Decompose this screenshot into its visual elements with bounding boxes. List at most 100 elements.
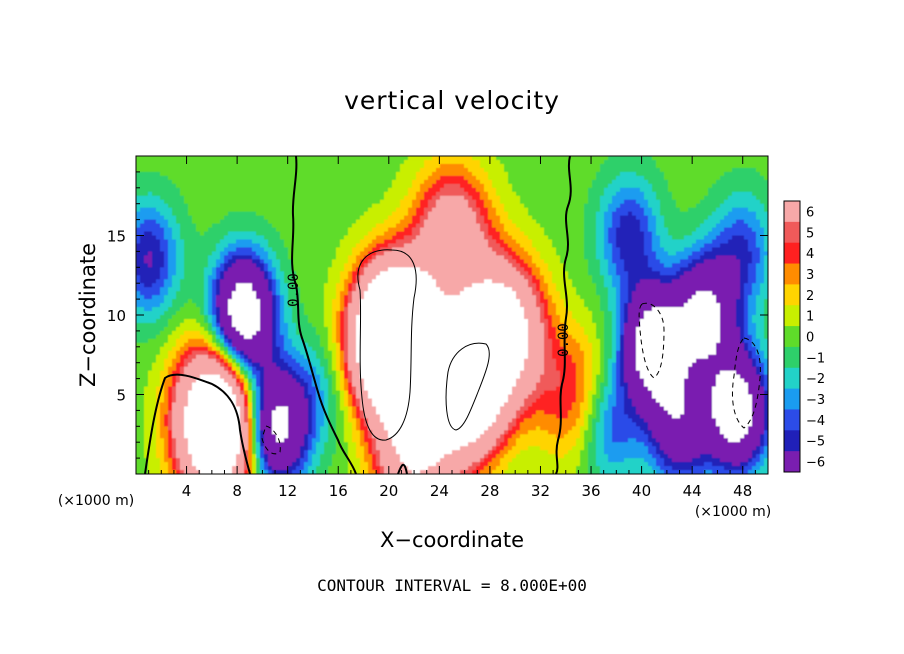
field-cell xyxy=(228,430,233,435)
field-cell xyxy=(208,470,213,474)
field-cell xyxy=(384,263,389,268)
field-cell xyxy=(168,410,173,415)
field-cell xyxy=(148,307,153,312)
field-cell xyxy=(336,275,341,280)
field-cell xyxy=(200,370,205,376)
field-cell xyxy=(188,287,193,292)
field-cell xyxy=(228,191,233,197)
field-cell xyxy=(340,386,345,392)
field-cell xyxy=(164,235,169,241)
field-cell xyxy=(256,295,261,300)
field-cell xyxy=(360,171,365,177)
field-cell xyxy=(260,390,265,396)
field-cell xyxy=(272,215,277,221)
field-cell xyxy=(252,398,257,404)
field-cell xyxy=(224,287,229,292)
field-cell xyxy=(368,446,373,451)
field-cell xyxy=(344,211,349,217)
field-cell xyxy=(276,378,281,384)
field-cell xyxy=(240,462,245,467)
field-cell xyxy=(160,243,165,249)
field-cell xyxy=(296,195,301,201)
field-cell xyxy=(348,450,353,455)
field-cell xyxy=(152,303,157,308)
field-cell xyxy=(312,271,317,276)
field-cell xyxy=(148,187,153,193)
field-cell xyxy=(272,223,277,229)
field-cell xyxy=(292,267,297,272)
field-cell xyxy=(252,179,257,185)
field-cell xyxy=(336,175,341,181)
field-cell xyxy=(308,219,313,225)
field-cell xyxy=(176,275,181,280)
field-cell xyxy=(332,219,337,225)
field-cell xyxy=(192,426,197,431)
field-cell xyxy=(188,271,193,276)
field-cell xyxy=(156,239,161,245)
field-cell xyxy=(244,450,249,455)
field-cell xyxy=(312,251,317,256)
field-cell xyxy=(288,318,293,324)
field-cell xyxy=(288,390,293,396)
field-cell xyxy=(352,227,357,233)
field-cell xyxy=(292,239,297,245)
field-cell xyxy=(280,466,285,471)
field-cell xyxy=(348,163,353,169)
field-cell xyxy=(192,267,197,272)
field-cell xyxy=(364,259,369,264)
field-cell xyxy=(268,366,273,372)
field-cell xyxy=(324,390,329,396)
field-cell xyxy=(248,410,253,415)
field-cell xyxy=(256,279,261,284)
field-cell xyxy=(320,442,325,447)
field-cell xyxy=(144,446,149,451)
field-cell xyxy=(148,378,153,384)
field-cell xyxy=(168,263,173,268)
field-cell xyxy=(164,191,169,197)
field-cell xyxy=(280,239,285,245)
field-cell xyxy=(316,303,321,308)
field-cell xyxy=(140,223,145,229)
field-cell xyxy=(352,386,357,392)
field-cell xyxy=(364,458,369,463)
field-cell xyxy=(348,414,353,419)
field-cell xyxy=(312,354,317,360)
field-cell xyxy=(204,354,209,360)
field-cell xyxy=(240,167,245,173)
field-cell xyxy=(148,203,153,209)
field-cell xyxy=(304,394,309,400)
field-cell xyxy=(292,227,297,233)
field-cell xyxy=(240,398,245,404)
field-cell xyxy=(352,295,357,300)
field-cell xyxy=(240,211,245,217)
field-cell xyxy=(176,251,181,256)
field-cell xyxy=(300,370,305,376)
field-cell xyxy=(204,183,209,189)
field-cell xyxy=(304,311,309,316)
field-cell xyxy=(348,223,353,229)
field-cell xyxy=(316,382,321,388)
field-cell xyxy=(332,354,337,360)
field-cell xyxy=(328,175,333,181)
field-cell xyxy=(252,259,257,264)
field-cell xyxy=(228,366,233,372)
field-cell xyxy=(344,307,349,312)
field-cell xyxy=(348,422,353,427)
field-cell xyxy=(368,199,373,205)
field-cell xyxy=(312,462,317,467)
field-cell xyxy=(292,159,297,165)
field-cell xyxy=(332,358,337,364)
field-cell xyxy=(296,362,301,368)
field-cell xyxy=(152,406,157,412)
field-cell xyxy=(236,251,241,256)
field-cell xyxy=(376,231,381,237)
field-cell xyxy=(336,338,341,344)
field-cell xyxy=(228,255,233,260)
field-cell xyxy=(344,227,349,233)
field-cell xyxy=(324,295,329,300)
field-cell xyxy=(340,318,345,324)
field-cell xyxy=(228,279,233,284)
field-cell xyxy=(292,342,297,348)
field-cell xyxy=(368,175,373,181)
field-cell xyxy=(324,247,329,253)
